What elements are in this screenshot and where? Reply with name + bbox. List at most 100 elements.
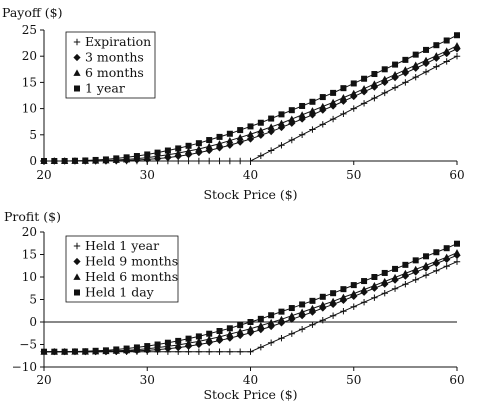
payoff-data-point-shape xyxy=(412,73,419,81)
profit-data-point-shape xyxy=(402,281,409,288)
payoff-data-point xyxy=(330,89,337,96)
profit-data-point-shape xyxy=(339,293,348,301)
profit-data-point-shape xyxy=(423,253,430,260)
payoff-y-tick-label: 15 xyxy=(22,75,37,89)
payoff-data-point-shape xyxy=(216,133,223,140)
profit-data-point-shape xyxy=(433,267,440,274)
profit-data-point xyxy=(453,258,461,265)
profit-data-point xyxy=(113,346,120,353)
profit-y-tick-label: 0 xyxy=(29,315,37,329)
payoff-data-point xyxy=(237,127,244,134)
payoff-data-point-shape xyxy=(350,89,358,97)
payoff-data-point-shape xyxy=(174,149,182,157)
payoff-data-point xyxy=(226,136,234,144)
payoff-data-point xyxy=(329,115,337,123)
profit-data-point xyxy=(236,348,244,355)
profit-data-point-shape xyxy=(277,315,286,323)
profit-data-point xyxy=(319,301,327,308)
payoff-data-point-shape xyxy=(360,88,368,96)
profit-data-point xyxy=(350,290,358,297)
payoff-data-point xyxy=(443,47,451,54)
profit-data-point-shape xyxy=(329,312,337,319)
profit-data-point-shape xyxy=(350,282,357,289)
profit-x-axis-label: Stock Price ($) xyxy=(203,387,297,402)
payoff-data-point xyxy=(370,80,378,87)
profit-data-point xyxy=(205,339,213,347)
payoff-data-point-shape xyxy=(185,142,192,149)
payoff-data-point-shape xyxy=(309,98,316,105)
profit-data-point xyxy=(319,317,326,324)
payoff-data-point xyxy=(308,107,317,114)
profit-data-point-shape xyxy=(277,319,286,327)
profit-data-point xyxy=(319,304,327,312)
payoff-data-point xyxy=(422,59,430,68)
payoff-data-point-shape xyxy=(246,135,255,143)
profit-legend-marker xyxy=(73,242,81,250)
payoff-data-point-shape xyxy=(257,152,265,159)
payoff-data-point xyxy=(370,83,378,91)
profit-data-point xyxy=(288,312,296,319)
profit-data-point xyxy=(164,339,171,346)
profit-data-point-shape xyxy=(361,278,368,285)
profit-data-point-shape xyxy=(432,257,440,265)
profit-data-point-shape xyxy=(402,261,409,268)
profit-data-point xyxy=(267,318,275,326)
profit-data-point xyxy=(278,335,285,342)
profit-data-point xyxy=(298,326,306,333)
payoff-data-point-shape xyxy=(257,119,264,126)
profit-data-point xyxy=(257,344,265,351)
payoff-data-point-shape xyxy=(267,147,275,154)
payoff-data-point-shape xyxy=(371,71,378,78)
profit-data-point xyxy=(299,301,306,308)
payoff-data-point-shape xyxy=(195,157,203,165)
payoff-data-point xyxy=(443,37,450,44)
payoff-data-point xyxy=(381,75,389,83)
profit-data-point xyxy=(92,347,99,354)
payoff-data-point-shape xyxy=(257,131,265,139)
profit-data-point-shape xyxy=(257,326,265,334)
profit-data-point-shape xyxy=(371,294,378,301)
profit-data-point-shape xyxy=(381,269,388,276)
payoff-data-point xyxy=(299,102,306,109)
payoff-data-point xyxy=(412,51,419,58)
payoff-data-point-shape xyxy=(433,42,440,49)
profit-data-point xyxy=(247,348,254,355)
payoff-legend-marker-shape xyxy=(74,85,80,92)
profit-data-point-shape xyxy=(226,334,234,342)
profit-data-point xyxy=(185,335,192,342)
profit-data-point xyxy=(309,321,316,328)
profit-data-point xyxy=(340,308,347,315)
profit-data-point xyxy=(82,348,89,355)
payoff-data-point xyxy=(340,85,347,92)
payoff-data-point-shape xyxy=(154,149,161,156)
profit-data-point xyxy=(257,315,264,322)
payoff-data-point-shape xyxy=(206,137,213,144)
payoff-data-point-shape xyxy=(443,58,450,65)
payoff-data-point-shape xyxy=(71,157,78,164)
payoff-data-point-shape xyxy=(308,107,317,114)
payoff-data-point-shape xyxy=(319,94,326,101)
payoff-data-point xyxy=(41,158,47,164)
profit-data-point xyxy=(350,303,357,310)
profit-data-point xyxy=(339,296,348,304)
profit-x-tick-label: 20 xyxy=(36,373,51,387)
payoff-data-point xyxy=(319,121,326,128)
profit-data-point-shape xyxy=(41,348,47,355)
profit-data-point-shape xyxy=(267,339,275,346)
payoff-data-point-shape xyxy=(61,158,68,164)
payoff-data-point-shape xyxy=(92,156,99,163)
payoff-data-point xyxy=(360,85,368,92)
payoff-data-point xyxy=(391,70,399,78)
profit-data-point xyxy=(267,339,275,346)
profit-data-point-shape xyxy=(454,240,460,247)
payoff-data-point-shape xyxy=(267,123,275,130)
payoff-data-point xyxy=(360,100,368,107)
payoff-data-point-shape xyxy=(216,157,223,165)
profit-data-point xyxy=(206,330,213,337)
payoff-data-point xyxy=(113,155,120,162)
profit-y-tick-label: 20 xyxy=(22,225,37,239)
payoff-data-point xyxy=(433,63,440,70)
payoff-data-point-shape xyxy=(453,53,461,60)
payoff-data-point-shape xyxy=(226,157,234,165)
profit-data-point xyxy=(361,278,368,285)
